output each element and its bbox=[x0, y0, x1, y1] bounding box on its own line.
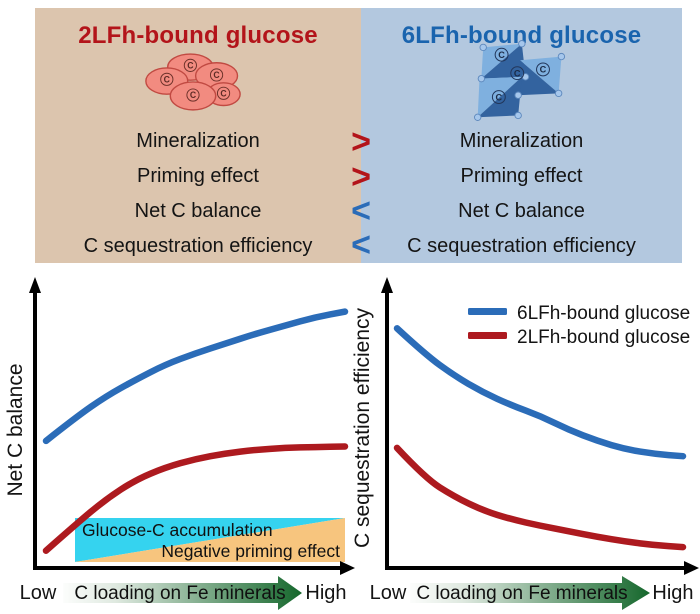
tetra-face bbox=[481, 43, 522, 79]
legend-swatch bbox=[468, 332, 507, 339]
carbon-marks: C C C C C bbox=[160, 58, 231, 102]
chart-0-curves bbox=[42, 308, 349, 554]
glucose-cells-icon: C C C C C bbox=[145, 53, 241, 111]
charts-canvas: Glucose-C accumulation Negative priming … bbox=[20, 277, 699, 610]
carbon-label: C bbox=[220, 88, 227, 98]
curve-2lfh-bound-glucose bbox=[393, 444, 687, 551]
row-3-right-label: C sequestration efficiency bbox=[407, 235, 636, 257]
annotation-region-orange bbox=[75, 518, 345, 562]
carbon-label: C bbox=[498, 50, 505, 60]
left-x-arrowhead-icon bbox=[340, 561, 355, 575]
ferrihydrite-tetrahedra-icon: C C C C bbox=[474, 40, 566, 121]
tetra-face bbox=[477, 76, 522, 118]
panel-6lfh: 6LFh-bound glucose bbox=[361, 8, 682, 263]
right-gradient-arrow-icon bbox=[410, 576, 650, 610]
left-y-arrowhead-icon bbox=[29, 277, 41, 293]
legend-entry-6lfh: 6LFh-bound glucose bbox=[517, 303, 690, 324]
right-y-arrowhead-icon bbox=[381, 277, 393, 293]
carbon-marks: C C C C bbox=[491, 47, 550, 105]
row-1-operator: > bbox=[351, 158, 371, 196]
carbon-label: C bbox=[190, 90, 197, 100]
row-0-left-label: Mineralization bbox=[136, 130, 260, 152]
right-chart-low-label: Low bbox=[370, 582, 407, 604]
carbon-label: C bbox=[514, 68, 521, 78]
carbon-label: C bbox=[496, 92, 503, 102]
row-3-operator: < bbox=[351, 226, 371, 264]
right-x-arrowhead-icon bbox=[684, 561, 699, 575]
curve-6lfh-bound-glucose bbox=[42, 308, 349, 445]
carbon-label: C bbox=[164, 74, 171, 84]
carbon-label: C bbox=[187, 60, 194, 70]
left-chart-low-label: Low bbox=[20, 582, 57, 604]
row-2-left-label: Net C balance bbox=[134, 200, 262, 222]
curve-6lfh-bound-glucose bbox=[393, 325, 687, 460]
tetra-face bbox=[518, 60, 559, 96]
carbon-label: C bbox=[213, 70, 220, 80]
annotation-orange-label: Negative priming effect bbox=[161, 541, 340, 561]
left-chart-xlabel: C loading on Fe minerals bbox=[74, 583, 285, 604]
chart-1-curves bbox=[393, 325, 687, 551]
panel-2lfh-title: 2LFh-bound glucose bbox=[78, 22, 318, 49]
annotation-cyan-label: Glucose-C accumulation bbox=[82, 520, 273, 540]
left-gradient-arrow-icon bbox=[63, 576, 302, 610]
carbon-label: C bbox=[540, 65, 547, 75]
row-3-left-label: C sequestration efficiency bbox=[83, 235, 313, 257]
legend-swatch bbox=[468, 308, 507, 315]
cell-shape bbox=[169, 81, 217, 111]
row-0-right-label: Mineralization bbox=[459, 130, 584, 152]
row-0-operator: > bbox=[351, 123, 371, 161]
row-1-left-label: Priming effect bbox=[137, 165, 259, 187]
tetra-vertices bbox=[474, 40, 566, 121]
right-chart-xlabel: C loading on Fe minerals bbox=[416, 583, 627, 604]
legend: 6LFh-bound glucose 2LFh-bound glucose bbox=[468, 303, 690, 348]
row-2-right-label: Net C balance bbox=[458, 200, 585, 222]
row-2-operator: < bbox=[351, 192, 371, 230]
row-1-right-label: Priming effect bbox=[460, 165, 583, 187]
panel-2lfh: 2LFh-bound glucose bbox=[35, 8, 361, 263]
left-chart-high-label: High bbox=[305, 582, 346, 604]
right-chart-high-label: High bbox=[652, 582, 693, 604]
legend-entry-2lfh: 2LFh-bound glucose bbox=[517, 327, 690, 348]
curve-2lfh-bound-glucose bbox=[42, 443, 349, 554]
